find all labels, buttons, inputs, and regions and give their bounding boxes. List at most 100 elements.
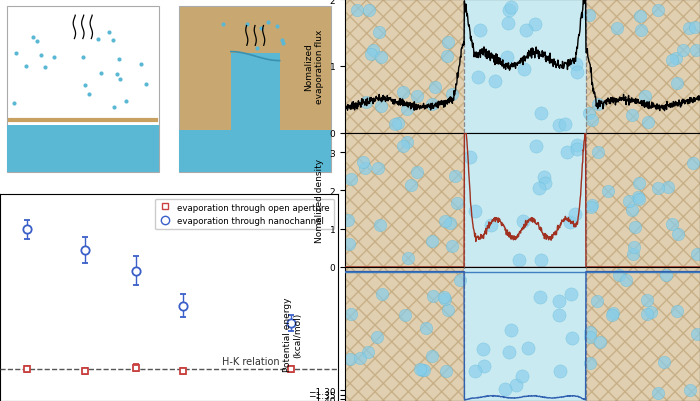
Bar — [586, 267, 700, 401]
Point — [477, 346, 488, 352]
Point — [652, 390, 664, 396]
Point — [401, 106, 412, 113]
Point — [502, 20, 513, 27]
Point — [103, 30, 114, 36]
Point — [439, 296, 450, 302]
Point — [690, 48, 700, 54]
Point — [48, 55, 60, 61]
Point — [398, 89, 409, 96]
Point — [77, 55, 88, 61]
Point — [567, 334, 578, 341]
Point — [627, 251, 638, 257]
Text: H-K relation: H-K relation — [221, 356, 279, 366]
Point — [636, 28, 647, 34]
Point — [688, 161, 699, 167]
Point — [632, 194, 643, 201]
Bar — [345, 134, 464, 267]
Point — [690, 24, 700, 31]
Bar — [464, 267, 586, 401]
Bar — [345, 267, 464, 401]
Point — [659, 359, 670, 365]
Point — [571, 147, 582, 153]
Point — [135, 61, 146, 68]
Point — [426, 101, 438, 107]
Point — [474, 28, 485, 34]
Point — [470, 209, 481, 215]
Point — [426, 352, 437, 359]
Point — [624, 198, 635, 205]
Point — [584, 360, 596, 366]
Point — [554, 122, 565, 129]
Point — [513, 257, 524, 263]
Point — [107, 38, 118, 44]
Point — [661, 272, 672, 279]
Point — [570, 62, 582, 68]
Point — [447, 92, 458, 98]
Point — [363, 349, 374, 355]
Point — [510, 382, 522, 388]
Point — [641, 297, 652, 303]
Point — [692, 252, 700, 258]
Point — [373, 30, 384, 36]
Point — [499, 385, 510, 392]
Point — [489, 79, 500, 85]
Point — [671, 80, 682, 87]
Point — [539, 180, 550, 186]
Point — [519, 66, 530, 73]
Point — [553, 312, 564, 318]
Point — [683, 26, 694, 32]
Bar — [586, 0, 700, 134]
Bar — [464, 0, 586, 134]
Point — [439, 218, 450, 225]
Point — [449, 173, 461, 179]
Point — [678, 47, 689, 54]
Point — [405, 182, 416, 189]
Point — [592, 150, 603, 156]
Point — [376, 54, 387, 61]
Point — [428, 293, 439, 300]
Point — [360, 99, 371, 105]
Point — [505, 326, 517, 333]
Point — [372, 166, 383, 172]
Bar — [7, 7, 159, 172]
Point — [447, 243, 458, 250]
Point — [634, 180, 645, 186]
Point — [416, 367, 428, 374]
Point — [376, 292, 387, 298]
Point — [418, 367, 429, 374]
Point — [485, 223, 496, 229]
Point — [440, 368, 452, 375]
Bar — [179, 7, 331, 172]
Point — [529, 22, 540, 28]
Y-axis label: Potential energy
(kcal/mol): Potential energy (kcal/mol) — [283, 297, 302, 371]
Point — [559, 122, 570, 128]
Y-axis label: Nomalized density: Nomalized density — [315, 158, 324, 243]
Point — [685, 387, 696, 393]
Point — [351, 8, 363, 15]
Point — [439, 294, 450, 300]
Point — [517, 373, 528, 379]
Point — [533, 186, 545, 192]
Point — [469, 368, 480, 375]
Point — [256, 26, 267, 32]
Point — [276, 38, 288, 45]
Point — [504, 8, 515, 14]
Point — [602, 188, 613, 195]
Point — [663, 184, 674, 191]
Point — [79, 83, 90, 89]
Point — [594, 339, 606, 346]
Point — [277, 41, 288, 47]
Point — [93, 37, 104, 43]
Point — [531, 144, 542, 150]
Point — [535, 294, 546, 301]
Point — [115, 76, 126, 83]
Point — [586, 204, 597, 211]
Point — [444, 220, 456, 227]
Point — [27, 34, 38, 41]
Point — [400, 312, 411, 318]
Point — [368, 48, 379, 55]
Point — [83, 91, 94, 98]
Point — [584, 334, 596, 340]
Point — [506, 5, 517, 12]
Point — [272, 24, 283, 30]
